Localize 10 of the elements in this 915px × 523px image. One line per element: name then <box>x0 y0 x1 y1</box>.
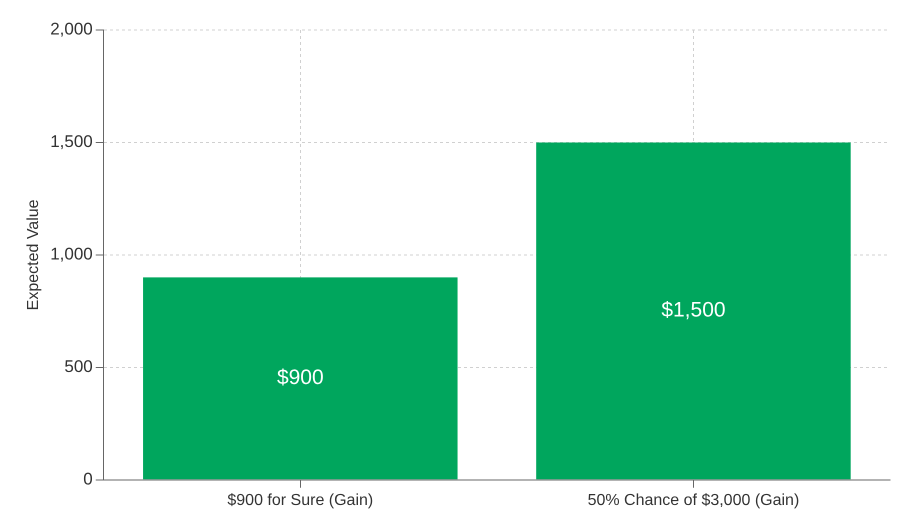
y-tick-label: 1,500 <box>50 132 93 152</box>
x-tick-label: 50% Chance of $3,000 (Gain) <box>588 492 800 509</box>
y-tick-label: 2,000 <box>50 20 93 39</box>
data-label: $1,500 <box>661 298 726 322</box>
y-tick-label: 0 <box>83 469 93 488</box>
data-label: $900 <box>276 366 324 390</box>
y-tick-label: 500 <box>64 357 93 376</box>
y-tick-label: 1,000 <box>50 244 93 264</box>
y-axis-title: Expected Value <box>25 199 42 310</box>
x-tick-label: $900 for Sure (Gain) <box>227 492 374 509</box>
